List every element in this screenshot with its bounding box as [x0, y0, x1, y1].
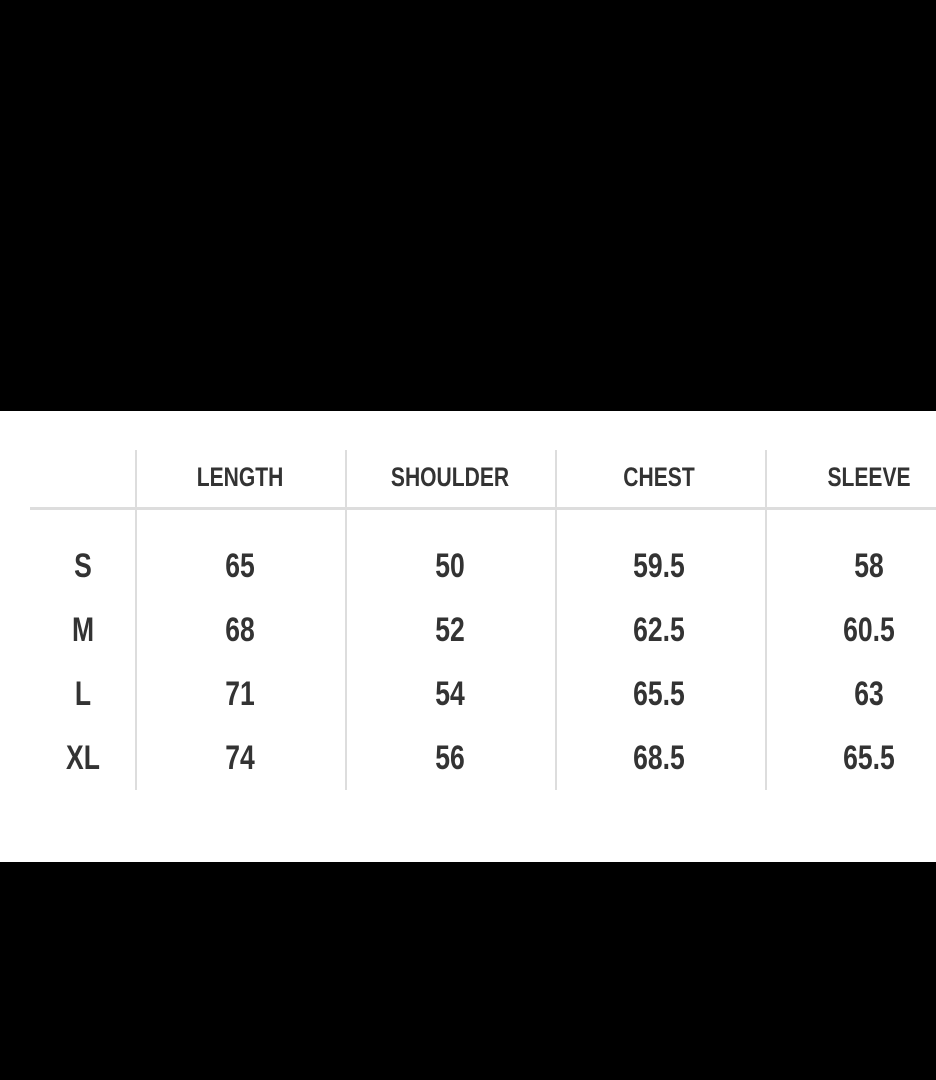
length-value: 71	[225, 675, 255, 713]
header-sleeve: SLEEVE	[827, 462, 911, 492]
header-divider	[30, 507, 936, 510]
sleeve-value: 65.5	[843, 739, 895, 777]
size-label: L	[74, 675, 92, 713]
shoulder-value: 52	[435, 611, 465, 649]
header-length: LENGTH	[196, 462, 284, 492]
shoulder-value: 50	[435, 547, 465, 585]
shoulder-value: 56	[435, 739, 465, 777]
sleeve-value: 63	[854, 675, 884, 713]
sleeve-value: 60.5	[843, 611, 895, 649]
column-divider	[345, 450, 347, 790]
size-label: M	[71, 611, 95, 649]
chest-value: 59.5	[633, 547, 685, 585]
chest-value: 62.5	[633, 611, 685, 649]
length-value: 65	[225, 547, 255, 585]
column-divider	[555, 450, 557, 790]
length-value: 68	[225, 611, 255, 649]
size-label: XL	[66, 739, 100, 777]
length-value: 74	[225, 739, 255, 777]
column-divider	[135, 450, 137, 790]
sleeve-value: 58	[854, 547, 884, 585]
size-label: S	[74, 547, 92, 585]
shoulder-value: 54	[435, 675, 465, 713]
size-chart-table: LENGTH SHOULDER CHEST SLEEVE S 65 50 59.…	[0, 411, 936, 862]
chest-value: 68.5	[633, 739, 685, 777]
chest-value: 65.5	[633, 675, 685, 713]
header-shoulder: SHOULDER	[390, 462, 510, 492]
column-divider	[765, 450, 767, 790]
header-chest: CHEST	[623, 462, 695, 492]
